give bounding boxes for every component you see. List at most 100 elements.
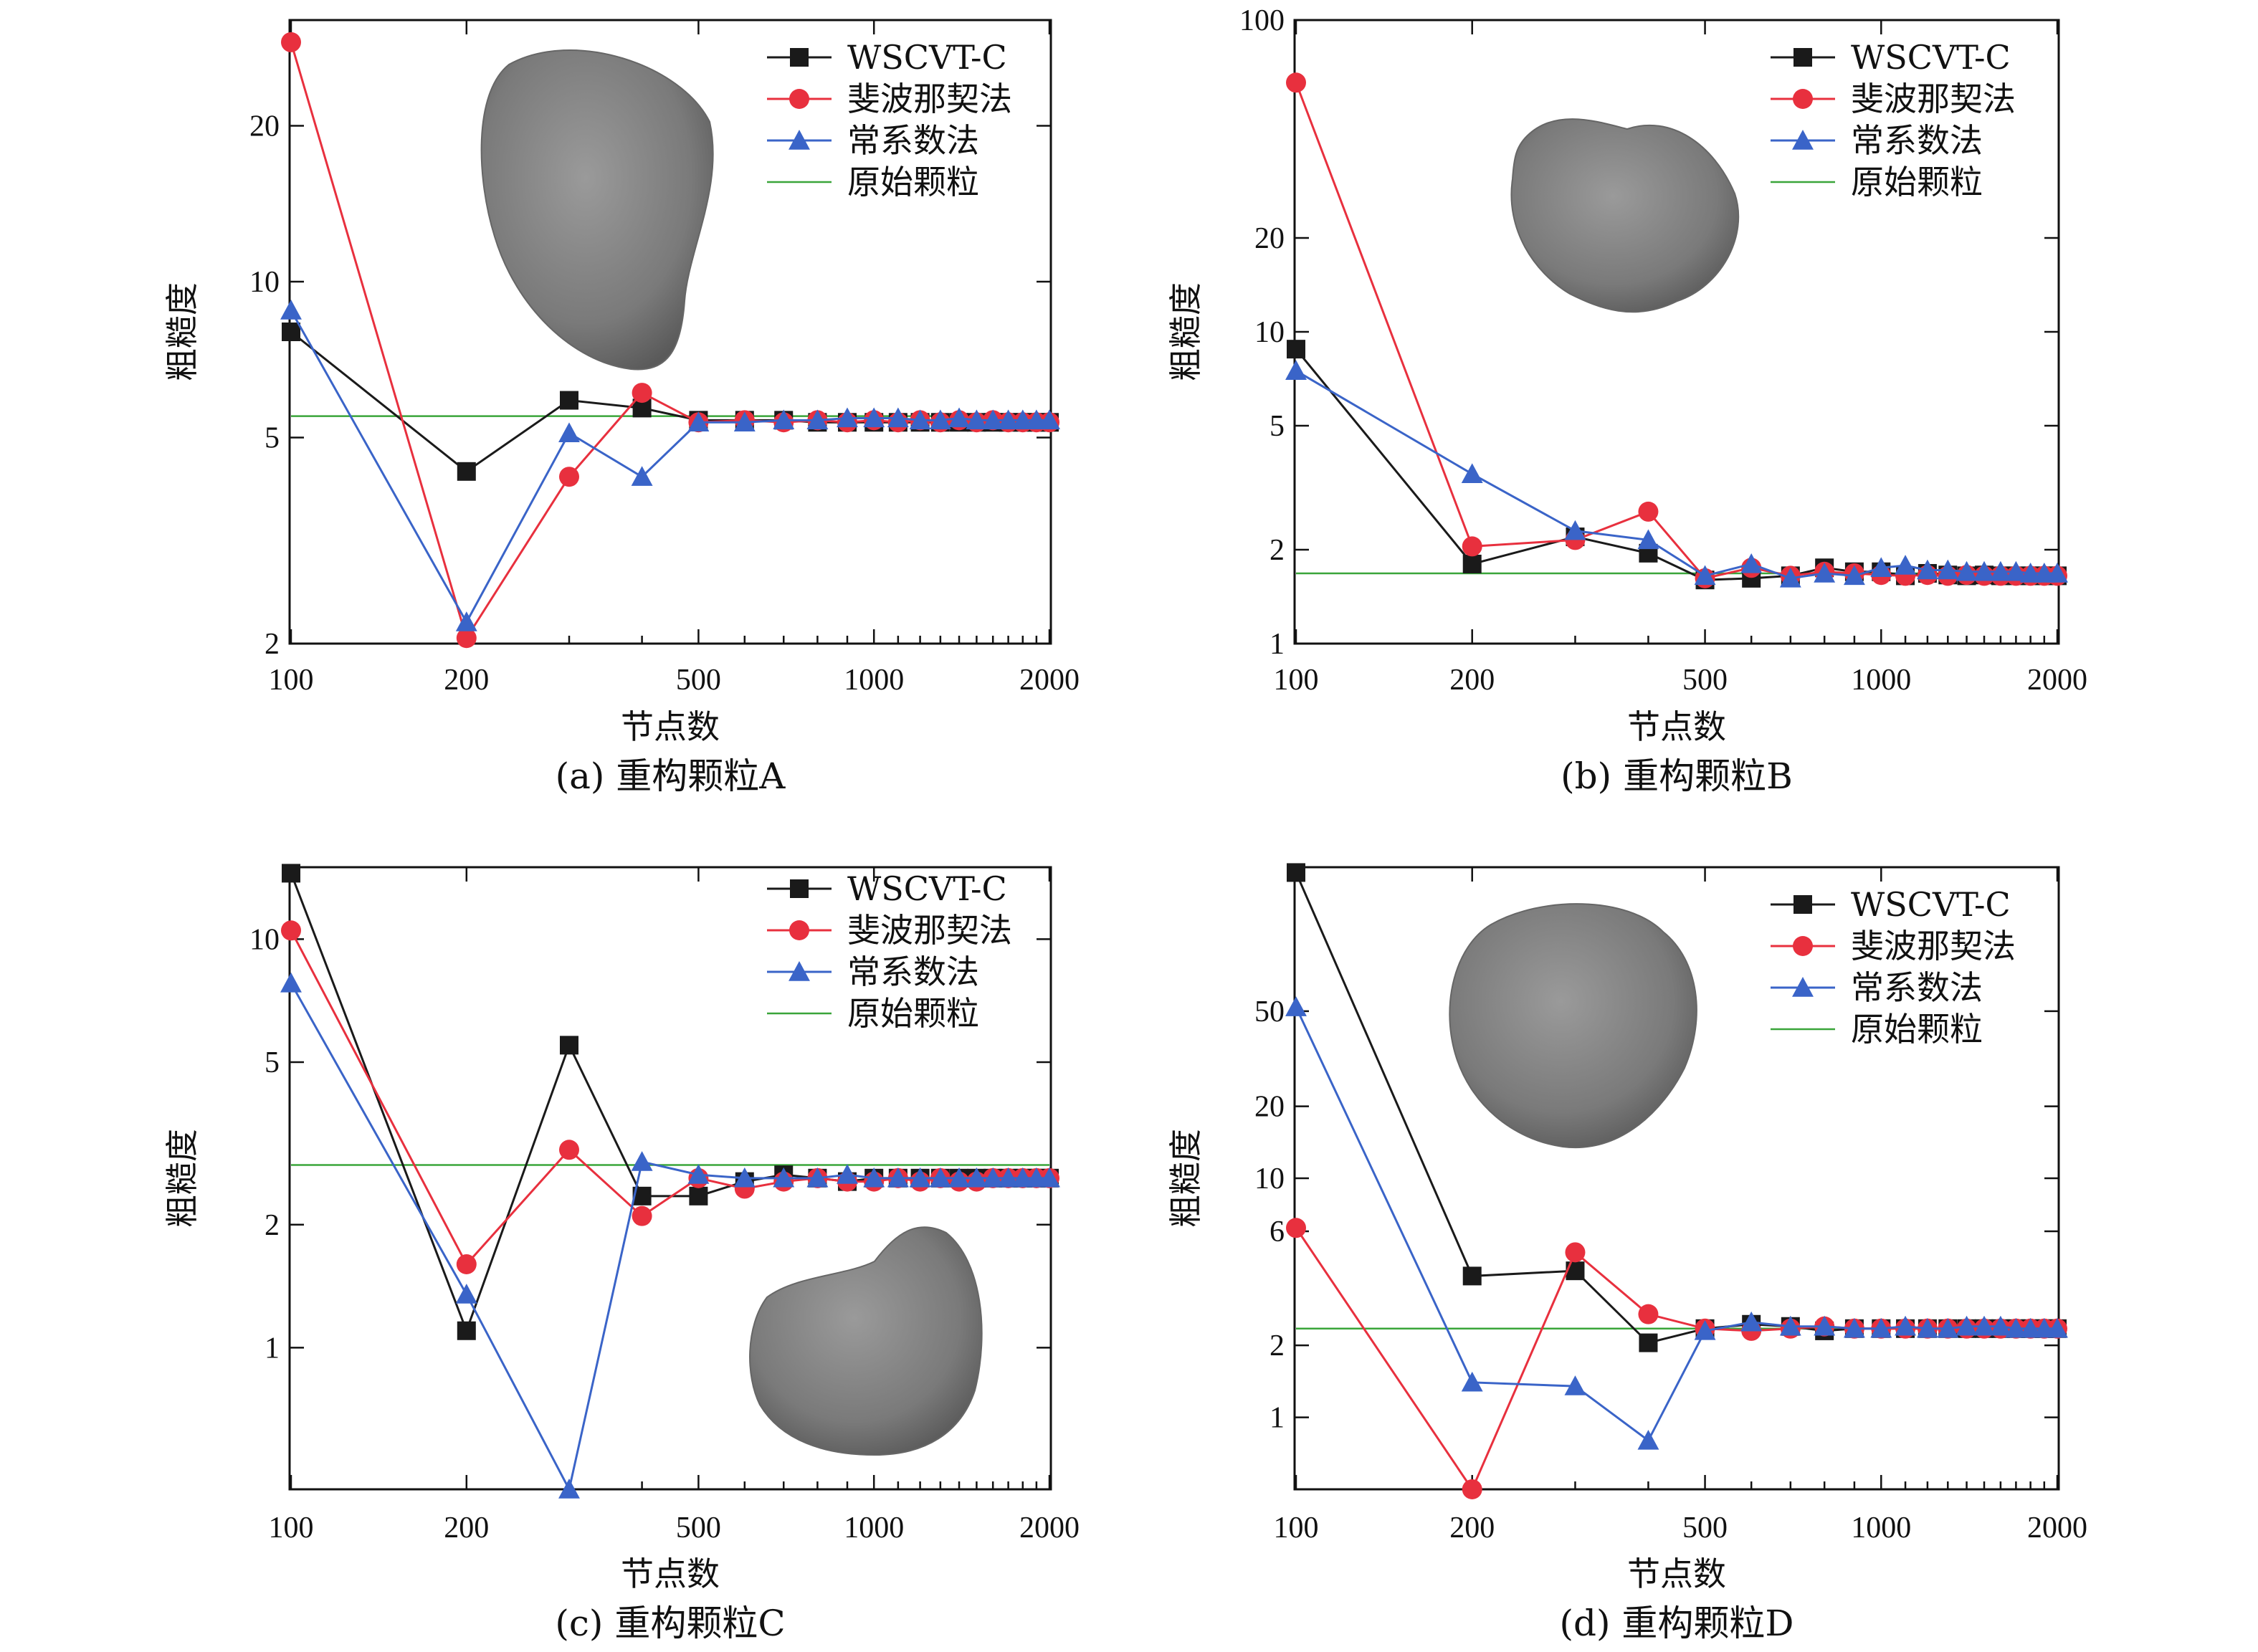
data-point (1843, 565, 1865, 586)
legend-entry: 斐波那契法 (1851, 80, 2016, 118)
legend-marker (1793, 48, 1812, 67)
panel-caption: (c) 重构颗粒C (555, 1603, 785, 1644)
data-point (1566, 1261, 1585, 1281)
y-tick-label: 20 (1254, 1091, 1285, 1124)
data-point (1039, 1167, 1060, 1188)
legend-entry: 常系数法 (1851, 121, 1983, 160)
y-tick-label: 10 (249, 923, 280, 956)
legend-marker (789, 961, 810, 981)
data-point (1955, 1315, 1978, 1336)
data-point (1011, 409, 1034, 430)
data-point (982, 409, 1004, 430)
data-point (632, 1205, 652, 1226)
x-axis: 100 200 500 1000 2000 (269, 20, 1080, 697)
data-point (887, 407, 909, 428)
x-tick-label: 2000 (2027, 1512, 2087, 1544)
legend-entry: 常系数法 (847, 121, 979, 160)
particle-image (1449, 903, 1697, 1149)
y-tick-label: 1 (1269, 1402, 1285, 1435)
legend-entry: 原始颗粒 (1851, 1010, 1983, 1049)
panel-caption: (a) 重构颗粒A (556, 755, 786, 797)
data-point (1462, 1479, 1482, 1499)
legend-marker (1793, 895, 1812, 914)
data-point (909, 1167, 931, 1188)
data-point (1564, 520, 1586, 540)
legend-marker (1793, 936, 1813, 956)
series-constant-coefficient (280, 300, 1060, 631)
series-line (1295, 370, 2057, 580)
data-point (2019, 563, 2042, 583)
legend-entry: 斐波那契法 (1851, 927, 2016, 965)
legend-marker (789, 89, 809, 109)
x-tick-label: 500 (1682, 664, 1728, 697)
legend-entry: 原始颗粒 (847, 994, 979, 1033)
data-point (1638, 1304, 1659, 1324)
data-point (1637, 529, 1659, 550)
data-point (1916, 559, 1938, 580)
x-tick-label: 200 (1449, 664, 1495, 697)
x-tick-label: 1000 (1851, 664, 1911, 697)
data-point (1285, 996, 1307, 1016)
chart-panel-c: 100 200 500 1000 2000 1 2 5 10 节点数 粗糙度 (c) 重构颗粒C WSC… (163, 864, 1080, 1644)
data-point (1973, 1315, 1995, 1336)
data-point (1814, 563, 1836, 583)
x-tick-label: 2000 (1019, 1512, 1080, 1544)
panel-caption: (b) 重构颗粒B (1561, 755, 1793, 797)
x-tick-label: 500 (676, 1512, 721, 1544)
y-tick-label: 10 (1254, 1162, 1285, 1195)
data-point (1564, 1375, 1586, 1395)
data-point (1870, 557, 1892, 577)
data-point (1779, 567, 1801, 588)
legend-marker (790, 879, 809, 898)
data-point (1639, 1333, 1658, 1352)
data-point (806, 1167, 829, 1188)
series-constant-coefficient (1285, 360, 2068, 588)
y-axis: 1 2 5 10 (249, 923, 1051, 1365)
y-tick-label: 100 (1239, 4, 1285, 37)
data-point (2047, 1317, 2068, 1338)
data-point (1955, 560, 1978, 581)
data-point (631, 466, 653, 486)
data-point (558, 1140, 579, 1160)
legend-entry: 斐波那契法 (847, 80, 1012, 118)
data-point (2047, 563, 2068, 583)
data-point (1461, 1371, 1483, 1392)
data-point (687, 411, 710, 431)
y-tick-label: 2 (265, 1209, 280, 1242)
y-tick-label: 5 (265, 1046, 280, 1079)
data-point (929, 409, 951, 430)
data-point (997, 1167, 1019, 1188)
data-point (806, 409, 829, 430)
data-point (280, 972, 302, 993)
data-point (733, 411, 756, 431)
data-point (733, 1167, 756, 1188)
y-axis-title: 粗糙度 (163, 282, 201, 381)
legend-marker (789, 130, 810, 150)
data-point (1740, 1311, 1763, 1332)
data-point (1895, 555, 1917, 575)
x-axis-title: 节点数 (621, 1555, 720, 1593)
data-point (863, 1167, 885, 1188)
data-point (1285, 360, 1307, 381)
data-point (1638, 501, 1659, 522)
series-line (1295, 1227, 2057, 1492)
y-tick-label: 6 (1269, 1216, 1285, 1248)
data-point (1462, 554, 1482, 573)
legend-entry: 常系数法 (1851, 968, 1983, 1007)
chart-panel-b: 100 200 500 1000 2000 1 2 5 10 20 100 节点数 粗糙度 (b) 重构颗… (1166, 4, 2087, 797)
data-point (558, 1479, 580, 1499)
data-point (837, 1164, 858, 1184)
x-axis-title: 节点数 (621, 707, 720, 746)
data-point (863, 407, 885, 428)
data-point (631, 1151, 653, 1171)
y-tick-label: 2 (265, 628, 280, 661)
y-tick-label: 1 (265, 1332, 280, 1365)
particle-image (749, 1226, 983, 1456)
data-point (1989, 560, 2011, 581)
data-point (1895, 1315, 1917, 1336)
data-point (966, 1167, 988, 1188)
x-tick-label: 2000 (2027, 664, 2087, 697)
